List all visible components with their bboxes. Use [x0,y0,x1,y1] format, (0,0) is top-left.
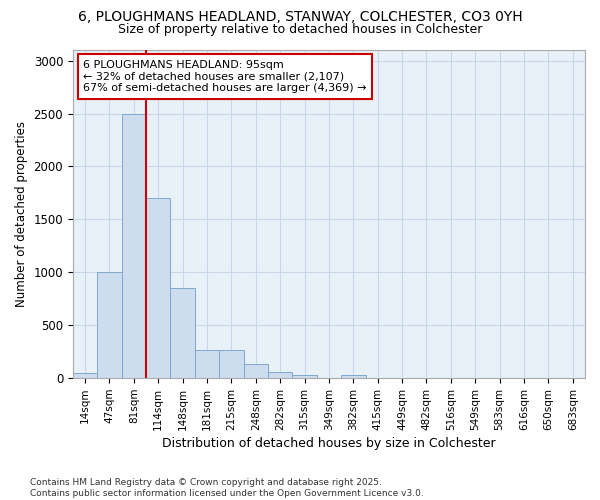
Bar [170,288,195,378]
Y-axis label: Number of detached properties: Number of detached properties [15,121,28,307]
Bar [268,372,292,378]
Text: 6, PLOUGHMANS HEADLAND, STANWAY, COLCHESTER, CO3 0YH: 6, PLOUGHMANS HEADLAND, STANWAY, COLCHES… [77,10,523,24]
Text: Contains HM Land Registry data © Crown copyright and database right 2025.
Contai: Contains HM Land Registry data © Crown c… [30,478,424,498]
Bar [244,364,268,378]
Bar [341,375,365,378]
Bar [97,272,122,378]
Text: 6 PLOUGHMANS HEADLAND: 95sqm
← 32% of detached houses are smaller (2,107)
67% of: 6 PLOUGHMANS HEADLAND: 95sqm ← 32% of de… [83,60,367,93]
Bar [146,198,170,378]
Bar [292,375,317,378]
Bar [195,350,219,378]
Text: Size of property relative to detached houses in Colchester: Size of property relative to detached ho… [118,22,482,36]
Bar [122,114,146,378]
Bar [73,373,97,378]
X-axis label: Distribution of detached houses by size in Colchester: Distribution of detached houses by size … [162,437,496,450]
Bar [219,350,244,378]
